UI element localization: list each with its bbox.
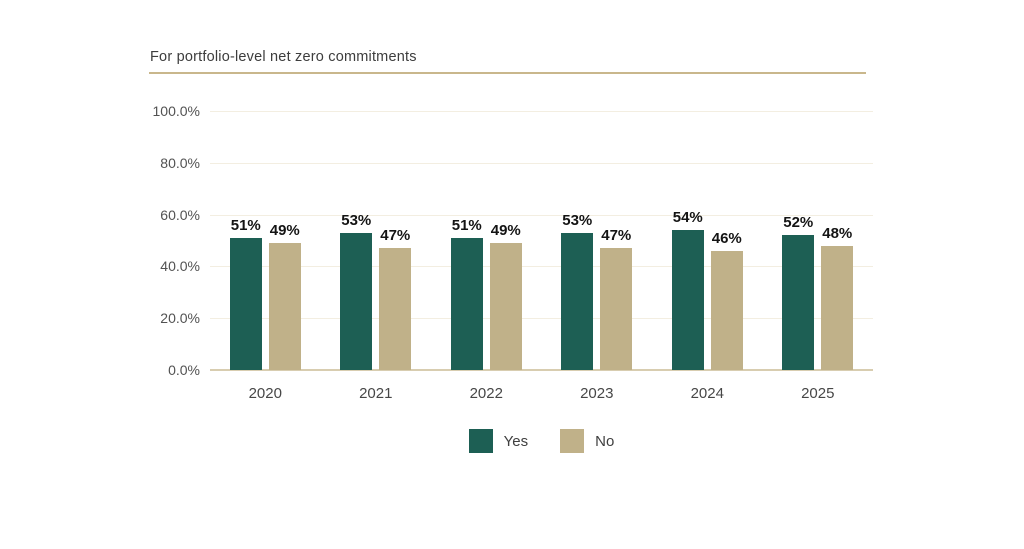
plot-area: 51% 49% 53% 47% 51% 49% 53% 47% 54% 46% 52% 48% — [210, 111, 873, 371]
bar-yes-2022 — [450, 237, 483, 370]
bar-no-2023 — [600, 248, 633, 370]
x-tick-label: 2020 — [248, 385, 282, 402]
bar-no-2025 — [821, 245, 854, 370]
bar-no-2021 — [379, 248, 412, 370]
bar-value-label: 47% — [601, 227, 632, 245]
y-tick-label: 100.0% — [152, 103, 200, 119]
bar-yes-2023 — [561, 232, 594, 370]
legend-label: Yes — [503, 432, 529, 450]
bar-no-2022 — [489, 243, 522, 370]
bar-no-2024 — [710, 250, 743, 370]
x-tick-label: 2025 — [801, 385, 835, 402]
legend-swatch-icon — [468, 429, 493, 453]
legend-item-no: No — [560, 429, 614, 453]
chart-title: For portfolio-level net zero commitments — [150, 49, 417, 65]
gridline — [210, 162, 873, 164]
bar-value-label: 52% — [783, 214, 814, 232]
legend-swatch-icon — [560, 429, 585, 453]
bar-value-label: 48% — [822, 224, 853, 242]
y-tick-label: 40.0% — [160, 258, 200, 275]
bar-yes-2025 — [782, 235, 815, 370]
bar-value-label: 47% — [380, 227, 411, 245]
x-tick-label: 2022 — [469, 385, 503, 402]
y-tick-label: 60.0% — [160, 206, 200, 223]
bar-yes-2024 — [671, 230, 704, 370]
bar-yes-2020 — [229, 237, 262, 370]
gridline — [210, 111, 873, 112]
legend-label: No — [595, 432, 615, 450]
bar-value-label: 51% — [451, 216, 482, 234]
bar-value-label: 53% — [341, 211, 372, 229]
y-tick-label: 20.0% — [160, 310, 200, 327]
bar-value-label: 49% — [269, 222, 300, 240]
bar-no-2020 — [268, 243, 301, 370]
bar-value-label: 54% — [672, 209, 703, 227]
y-tick-label: 80.0% — [160, 154, 200, 171]
bar-value-label: 46% — [711, 229, 742, 247]
bar-yes-2021 — [340, 232, 373, 370]
y-tick-label: 0.0% — [168, 362, 200, 378]
title-underline — [149, 72, 866, 74]
x-tick-label: 2023 — [580, 385, 614, 402]
gridline — [210, 214, 873, 216]
bar-value-label: 51% — [230, 216, 261, 234]
gridline — [210, 318, 873, 320]
x-axis-line — [210, 369, 873, 371]
bar-value-label: 49% — [490, 222, 521, 240]
bar-value-label: 53% — [562, 211, 593, 229]
gridline — [210, 266, 873, 268]
x-tick-label: 2021 — [359, 385, 393, 402]
legend: Yes No — [210, 429, 873, 453]
legend-item-yes: Yes — [468, 429, 529, 453]
x-tick-label: 2024 — [690, 385, 724, 402]
